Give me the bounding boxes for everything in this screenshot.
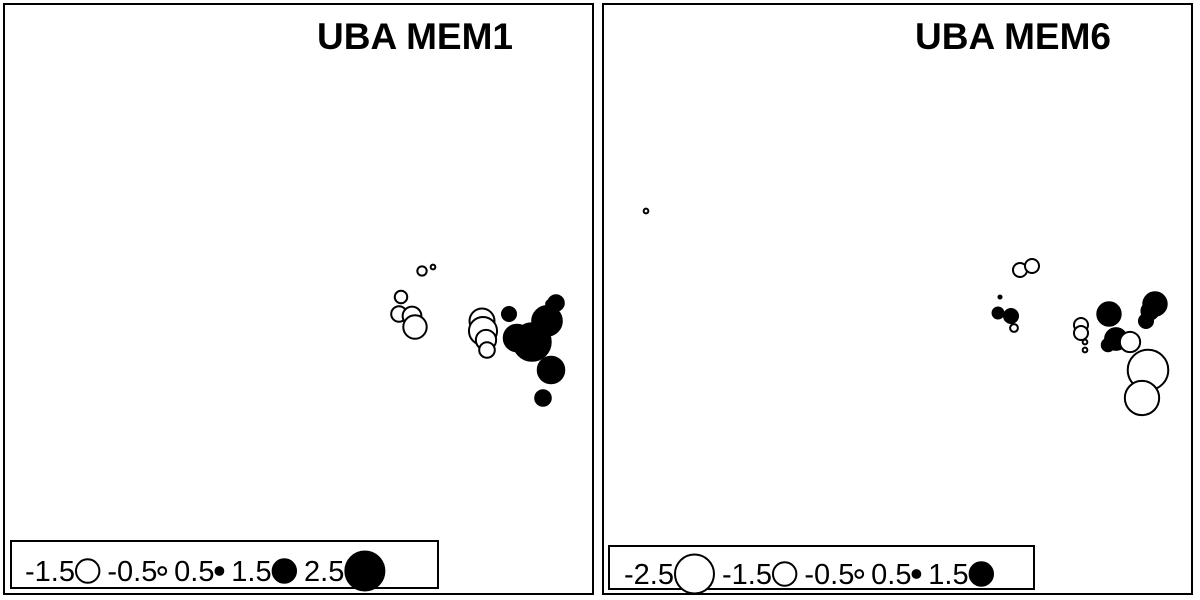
data-point [1096,301,1122,327]
data-point [991,306,1005,320]
mem6-plot: UBA MEM6 -2.5 -1.5 -0.5 0.5 1.5 [608,16,1170,593]
mem1-title: UBA MEM1 [317,16,513,57]
legend-label: -1.5 [722,559,772,591]
legend-symbol [271,558,298,584]
legend-label: -0.5 [804,559,854,591]
mem1-points [390,263,566,407]
data-point [1100,337,1116,353]
legend-symbol [74,558,101,584]
legend-label: -2.5 [624,559,674,591]
legend-symbol [771,561,798,587]
data-point [1002,307,1020,325]
legend-symbol [344,550,386,592]
data-point [393,289,409,305]
data-point [1081,338,1089,346]
data-point [1123,379,1161,417]
mem1-legend: -1.5 -0.5 0.5 1.5 2.5 [10,540,439,592]
map-panel-mem1: UBA MEM1 -1.5 -0.5 0.5 1.5 2.5 [3,3,594,595]
data-point [1140,301,1160,321]
mem6-points [642,207,1170,417]
map-panel-mem6: UBA MEM6 -2.5 -1.5 -0.5 0.5 1.5 [602,3,1193,595]
data-point [402,314,428,340]
legend-symbol [854,569,865,579]
data-point [545,299,555,309]
legend-label: -1.5 [25,556,75,588]
data-point [536,355,566,385]
legend-label: 2.5 [304,556,344,588]
data-point [1023,257,1041,275]
data-point [534,389,552,407]
legend-label: 0.5 [174,556,214,588]
legend-symbol [157,566,168,576]
legend-symbol [673,553,715,593]
data-point [997,294,1003,300]
data-point [1072,324,1090,342]
data-point [416,265,428,277]
legend-symbol [214,566,225,576]
mem6-legend: -2.5 -1.5 -0.5 0.5 1.5 [608,545,1035,593]
data-point [1009,323,1019,333]
legend-label: -0.5 [107,556,157,588]
data-point [642,207,650,215]
data-point [1081,346,1089,354]
data-point [1118,330,1142,354]
data-point [429,263,437,271]
legend-label: 0.5 [871,559,911,591]
legend-symbol [968,561,995,587]
data-point [478,341,496,359]
legend-label: 1.5 [928,559,968,591]
mem6-title: UBA MEM6 [915,16,1111,57]
legend-symbol [911,569,922,579]
legend-label: 1.5 [231,556,271,588]
data-point [500,305,518,323]
mem1-plot: UBA MEM1 -1.5 -0.5 0.5 1.5 2.5 [10,16,566,592]
